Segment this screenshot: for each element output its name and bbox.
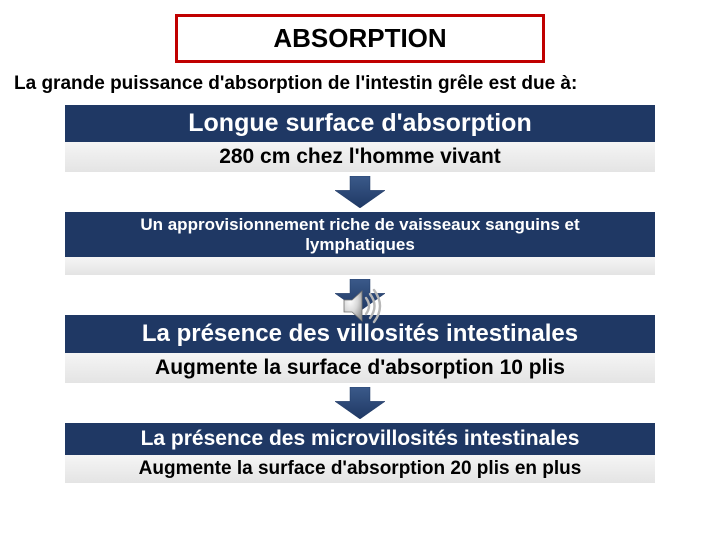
block-2: Un approvisionnement riche de vaisseaux … bbox=[65, 212, 655, 275]
block-2-grey bbox=[65, 257, 655, 275]
block-2-blue: Un approvisionnement riche de vaisseaux … bbox=[65, 212, 655, 257]
block-4-blue: La présence des microvillosités intestin… bbox=[65, 423, 655, 455]
flow-stack: Longue surface d'absorption 280 cm chez … bbox=[65, 105, 655, 483]
block-1-blue: Longue surface d'absorption bbox=[65, 105, 655, 142]
block-1-grey: 280 cm chez l'homme vivant bbox=[65, 142, 655, 172]
block-4: La présence des microvillosités intestin… bbox=[65, 423, 655, 483]
arrow-3 bbox=[335, 387, 385, 419]
block-3: La présence des villosités intestinales … bbox=[65, 315, 655, 383]
title-text: ABSORPTION bbox=[273, 23, 446, 53]
block-3-blue: La présence des villosités intestinales bbox=[65, 315, 655, 353]
block-3-grey: Augmente la surface d'absorption 10 plis bbox=[65, 353, 655, 383]
block-4-grey: Augmente la surface d'absorption 20 plis… bbox=[65, 455, 655, 483]
block-1: Longue surface d'absorption 280 cm chez … bbox=[65, 105, 655, 172]
title-box: ABSORPTION bbox=[175, 14, 545, 63]
arrow-2 bbox=[335, 279, 385, 311]
arrow-1 bbox=[335, 176, 385, 208]
subtitle-text: La grande puissance d'absorption de l'in… bbox=[0, 73, 720, 105]
